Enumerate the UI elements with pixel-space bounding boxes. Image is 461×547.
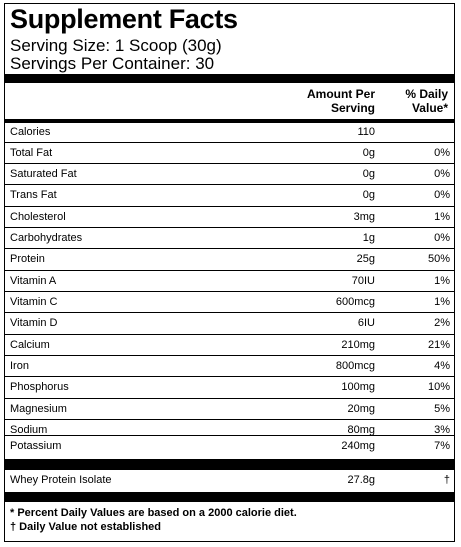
nutrient-dv: 21% — [427, 339, 450, 351]
row-rule — [5, 142, 454, 143]
nutrient-name: Magnesium — [10, 403, 67, 415]
nutrient-dv: 0% — [434, 147, 450, 159]
nutrient-name: Potassium — [10, 440, 62, 452]
nutrient-dv: 7% — [434, 440, 450, 452]
amount-per-serving-header: Amount Per Serving — [307, 87, 375, 115]
nutrient-name: Carbohydrates — [10, 232, 83, 244]
thick-divider-middle — [5, 459, 454, 470]
nutrient-name: Vitamin A — [10, 275, 57, 287]
nutrient-dv: 10% — [427, 381, 450, 393]
row-rule — [5, 334, 454, 335]
row-rule — [5, 206, 454, 207]
nutrient-amount: 800mcg — [335, 360, 375, 372]
nutrient-row: Vitamin A 70IU 1% — [5, 272, 454, 290]
servings-per-container: Servings Per Container: 30 — [10, 54, 215, 73]
nutrient-name: Phosphorus — [10, 381, 69, 393]
ingredient-dv: † — [443, 474, 450, 486]
row-rule — [5, 270, 454, 271]
nutrient-dv: 1% — [434, 296, 450, 308]
nutrient-name: Calcium — [10, 339, 50, 351]
footnote-daily-values: * Percent Daily Values are based on a 20… — [10, 507, 297, 519]
nutrient-amount: 6IU — [357, 317, 375, 329]
nutrient-row: Vitamin D 6IU 2% — [5, 314, 454, 332]
nutrient-row: Trans Fat 0g 0% — [5, 186, 454, 204]
medium-divider — [5, 119, 454, 123]
nutrient-amount: 70IU — [351, 275, 375, 287]
nutrient-amount: 100mg — [341, 381, 375, 393]
daily-value-header: % Daily Value* — [405, 87, 448, 115]
ingredient-row: Whey Protein Isolate 27.8g † — [5, 471, 454, 489]
nutrient-amount: 210mg — [341, 339, 375, 351]
nutrient-name: Saturated Fat — [10, 168, 77, 180]
nutrient-amount: 600mcg — [335, 296, 375, 308]
nutrient-name: Cholesterol — [10, 211, 66, 223]
row-rule — [5, 435, 454, 436]
nutrient-row: Cholesterol 3mg 1% — [5, 208, 454, 226]
nutrient-name: Calories — [10, 126, 51, 138]
nutrient-amount: 1g — [362, 232, 375, 244]
nutrient-name: Sodium — [10, 424, 48, 436]
nutrient-amount: 240mg — [341, 440, 375, 452]
nutrient-amount: 80mg — [347, 424, 375, 436]
row-rule — [5, 248, 454, 249]
nutrient-name: Trans Fat — [10, 189, 57, 201]
nutrient-row: Magnesium 20mg 5% — [5, 400, 454, 418]
dv-header-line2: Value* — [411, 101, 448, 115]
nutrient-row: Saturated Fat 0g 0% — [5, 165, 454, 183]
serving-size: Serving Size: 1 Scoop (30g) — [10, 36, 222, 55]
nutrient-dv: 2% — [434, 317, 450, 329]
nutrient-row: Calories 110 — [5, 123, 454, 141]
nutrient-dv: 3% — [434, 424, 450, 436]
row-rule — [5, 291, 454, 292]
nutrient-row: Calcium 210mg 21% — [5, 336, 454, 354]
supplement-facts-label: Supplement Facts Serving Size: 1 Scoop (… — [4, 3, 455, 542]
row-rule — [5, 163, 454, 164]
nutrient-dv: 4% — [434, 360, 450, 372]
row-rule — [5, 184, 454, 185]
ingredient-name: Whey Protein Isolate — [10, 474, 112, 486]
nutrient-dv: 0% — [434, 232, 450, 244]
label-title: Supplement Facts — [10, 4, 238, 34]
nutrient-name: Iron — [10, 360, 29, 372]
nutrient-row: Vitamin C 600mcg 1% — [5, 293, 454, 311]
nutrient-amount: 25g — [356, 253, 375, 265]
nutrient-row: Total Fat 0g 0% — [5, 144, 454, 162]
nutrient-amount: 3mg — [353, 211, 375, 223]
row-rule — [5, 419, 454, 420]
row-rule — [5, 227, 454, 228]
nutrient-row: Carbohydrates 1g 0% — [5, 229, 454, 247]
ingredient-amount: 27.8g — [347, 474, 375, 486]
row-rule — [5, 312, 454, 313]
row-rule — [5, 398, 454, 399]
nutrient-amount: 20mg — [347, 403, 375, 415]
nutrient-dv: 0% — [434, 189, 450, 201]
nutrient-amount: 110 — [357, 126, 375, 138]
nutrient-dv: 50% — [427, 253, 450, 265]
nutrient-name: Vitamin C — [10, 296, 58, 308]
nutrient-row: Iron 800mcg 4% — [5, 357, 454, 375]
nutrient-row: Potassium 240mg 7% — [5, 437, 454, 455]
nutrient-amount: 0g — [362, 147, 375, 159]
nutrient-row: Sodium 80mg 3% — [5, 421, 454, 439]
nutrient-dv: 1% — [434, 275, 450, 287]
nutrient-row: Protein 25g 50% — [5, 250, 454, 268]
thick-divider-top — [5, 74, 454, 83]
nutrient-row: Phosphorus 100mg 10% — [5, 378, 454, 396]
nutrient-name: Total Fat — [10, 147, 53, 159]
nutrient-amount: 0g — [362, 168, 375, 180]
row-rule — [5, 355, 454, 356]
nutrient-dv: 1% — [434, 211, 450, 223]
nutrient-amount: 0g — [362, 189, 375, 201]
footnote-not-established: † Daily Value not established — [10, 521, 161, 533]
nutrient-dv: 0% — [434, 168, 450, 180]
amount-header-line2: Serving — [330, 101, 375, 115]
amount-header-line1: Amount Per — [306, 87, 375, 101]
thick-divider-bottom — [5, 492, 454, 502]
nutrient-name: Vitamin D — [10, 317, 58, 329]
row-rule — [5, 376, 454, 377]
nutrient-name: Protein — [10, 253, 45, 265]
nutrient-dv: 5% — [434, 403, 450, 415]
dv-header-line1: % Daily — [405, 87, 448, 101]
